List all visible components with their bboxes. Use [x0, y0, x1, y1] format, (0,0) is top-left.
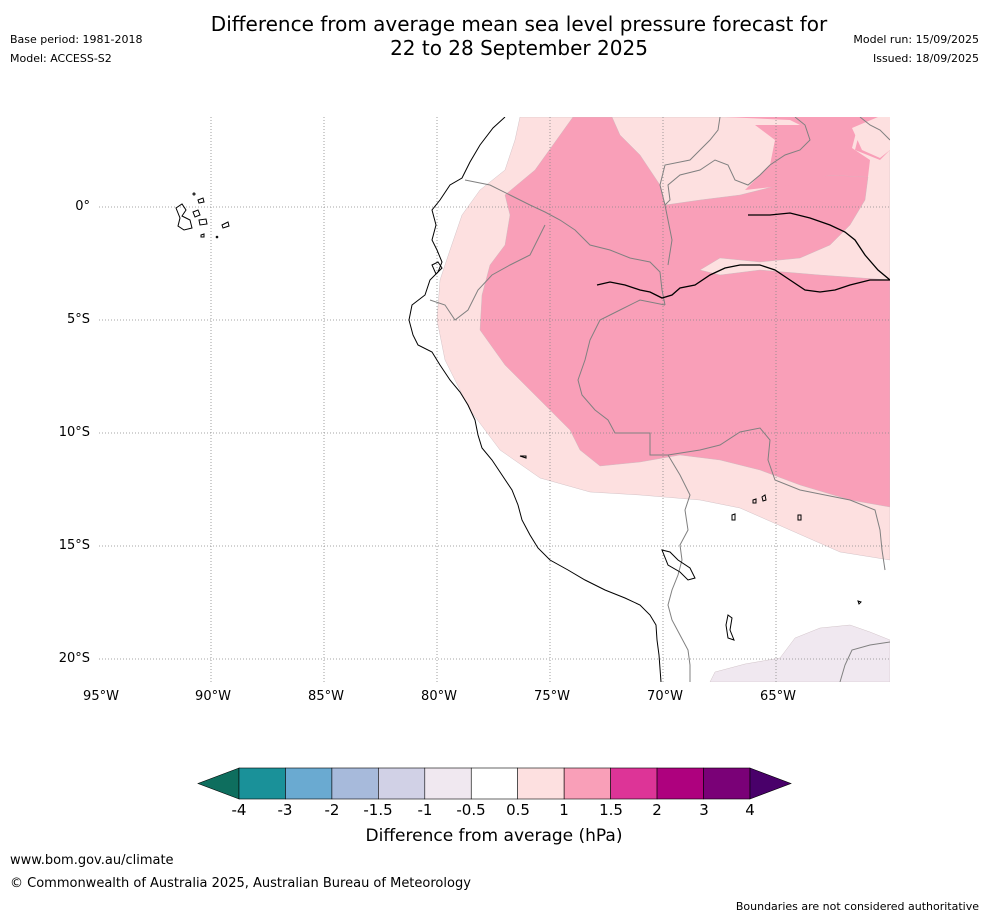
colorbar-box — [331, 767, 379, 800]
lon-label-85w: 85°W — [308, 689, 344, 704]
cb-tick: 0.5 — [506, 801, 530, 819]
chart-title: Difference from average mean sea level p… — [0, 12, 988, 60]
lat-label-15s: 15°S — [58, 538, 90, 553]
lon-label-75w: 75°W — [534, 689, 570, 704]
cb-tick: 2 — [652, 801, 662, 819]
footer-disclaimer: Boundaries are not considered authoritat… — [735, 900, 979, 913]
title-line-2: 22 to 28 September 2025 — [390, 36, 648, 60]
cb-tick: -4 — [231, 801, 247, 819]
cb-tick: -3 — [277, 801, 293, 819]
lon-label-70w: 70°W — [647, 689, 683, 704]
cb-tick: -2 — [324, 801, 340, 819]
gridlines — [99, 117, 890, 682]
base-period: Base period: 1981-2018 — [10, 33, 143, 46]
lake-titicaca — [661, 549, 696, 581]
coastline — [408, 117, 662, 682]
cb-tick: 4 — [745, 801, 755, 819]
cb-tick: 1.5 — [599, 801, 623, 819]
cb-tick: -1 — [417, 801, 433, 819]
anomaly-shade-0.5-1-inset — [852, 117, 890, 158]
lon-label-95w: 95°W — [83, 689, 119, 704]
galapagos-islands — [175, 192, 230, 239]
map-area — [99, 117, 890, 682]
colorbar-box — [656, 767, 704, 800]
colorbar-box — [563, 767, 611, 800]
issued-date: Issued: 18/09/2025 — [872, 52, 979, 65]
colorbar-box — [378, 767, 426, 800]
cb-tick: -1.5 — [363, 801, 393, 819]
colorbar-extend-under — [197, 767, 240, 800]
lat-label-20s: 20°S — [58, 651, 90, 666]
colorbar-box — [238, 767, 286, 800]
colorbar-title: Difference from average (hPa) — [365, 826, 623, 846]
model-run: Model run: 15/09/2025 — [853, 33, 979, 46]
colorbar-box — [424, 767, 472, 800]
lon-label-65w: 65°W — [760, 689, 796, 704]
anomaly-shade-neg-0.5-neg-1 — [709, 624, 890, 682]
lat-label-10s: 10°S — [58, 425, 90, 440]
title-line-1: Difference from average mean sea level p… — [210, 12, 828, 36]
colorbar-box — [703, 767, 751, 800]
colorbar-box — [470, 767, 519, 800]
cb-tick: 3 — [699, 801, 709, 819]
country-boundaries — [429, 117, 890, 682]
amazon-river — [596, 264, 890, 299]
amazon-river-north — [748, 212, 890, 281]
colorbar-box — [517, 767, 565, 800]
anomaly-shade-1-1.5 — [479, 117, 890, 508]
cb-tick: 1 — [559, 801, 569, 819]
footer-copyright: © Commonwealth of Australia 2025, Austra… — [10, 876, 471, 891]
lon-label-90w: 90°W — [195, 689, 231, 704]
model-name: Model: ACCESS-S2 — [10, 52, 112, 65]
small-lakes — [519, 455, 862, 641]
lat-label-5s: 5°S — [66, 312, 90, 327]
colorbar-extend-over — [749, 767, 792, 800]
colorbar-box — [610, 767, 658, 800]
cb-tick: -0.5 — [456, 801, 486, 819]
lon-label-80w: 80°W — [421, 689, 457, 704]
colorbar-boxes — [238, 767, 751, 800]
footer-url: www.bom.gov.au/climate — [10, 853, 174, 868]
coastline-island-puna — [431, 261, 443, 275]
colorbar-box — [285, 767, 333, 800]
lat-label-0: 0° — [75, 199, 90, 214]
